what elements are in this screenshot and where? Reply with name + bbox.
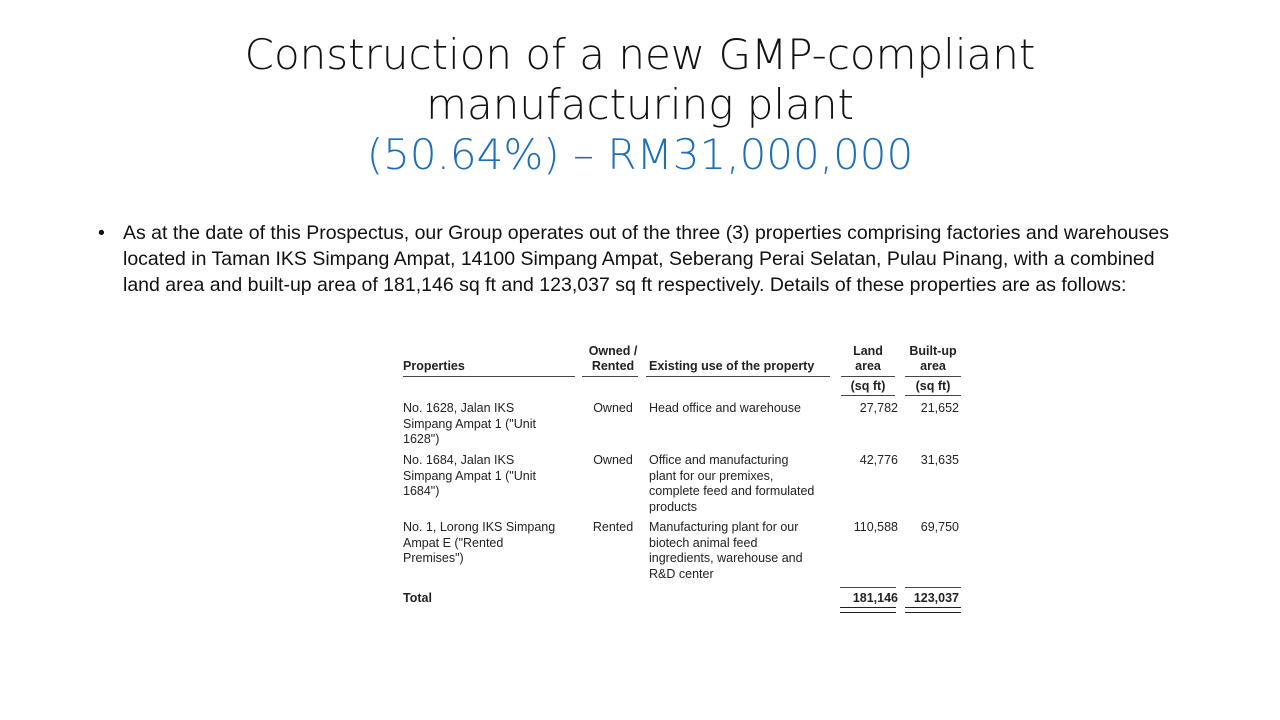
- title-amount: (50.64%) – RM31,000,000: [366, 130, 914, 179]
- header-land-line1: Land: [853, 344, 883, 358]
- total-double-rule-land: [840, 607, 896, 613]
- total-label: Total: [403, 591, 432, 605]
- header-rule-owned: [582, 376, 638, 377]
- slide-title: Construction of a new GMP-compliant manu…: [140, 30, 1140, 180]
- row3-property-line2: Ampat E ("Rented: [403, 535, 504, 550]
- unit-rule-built: [905, 395, 961, 396]
- total-double-rule-built: [905, 607, 961, 613]
- row2-land-area: 42,776: [859, 453, 898, 467]
- row3-use-line3: ingredients, warehouse and: [649, 551, 803, 565]
- header-built-unit: (sq ft): [915, 379, 951, 393]
- header-owned-line2: Rented: [591, 359, 635, 373]
- header-land-unit: (sq ft): [850, 379, 886, 393]
- properties-table: Properties Owned / Rented Existing use o…: [400, 342, 965, 614]
- row2-use-line4: products: [649, 499, 697, 514]
- row2-status: Owned: [593, 453, 633, 467]
- row3-builtup-area: 69,750: [920, 520, 959, 534]
- row3-use-line2: biotech animal feed: [649, 535, 758, 550]
- row1-property-line2: Simpang Ampat 1 ("Unit: [403, 416, 536, 431]
- row2-builtup-area: 31,635: [920, 453, 959, 467]
- row1-property-line3: 1628"): [403, 432, 440, 446]
- total-builtup-area: 123,037: [913, 591, 959, 605]
- row3-status: Rented: [592, 520, 634, 534]
- header-rule-built: [905, 376, 961, 377]
- bullet-text: As at the date of this Prospectus, our G…: [123, 222, 1169, 296]
- row2-use-line2: plant for our premixes,: [649, 468, 774, 483]
- row2-use-line1: Office and manufacturing: [649, 453, 789, 467]
- title-line-1: Construction of a new GMP-compliant: [244, 30, 1036, 79]
- total-top-rule-built: [905, 587, 961, 588]
- bullet-point: • As at the date of this Prospectus, our…: [98, 220, 1188, 298]
- row3-property-line3: Premises"): [403, 551, 464, 565]
- unit-rule-land: [841, 395, 895, 396]
- row2-property-line1: No. 1684, Jalan IKS: [403, 453, 515, 467]
- header-rule-land: [841, 376, 895, 377]
- row1-status: Owned: [593, 401, 633, 415]
- row1-land-area: 27,782: [859, 401, 898, 415]
- row1-property-line1: No. 1628, Jalan IKS: [403, 401, 515, 415]
- header-built-line2: area: [920, 359, 946, 373]
- header-owned-line1: Owned /: [588, 344, 638, 358]
- header-rule-use: [646, 376, 830, 377]
- header-built-line1: Built-up: [909, 344, 957, 358]
- row3-use-line1: Manufacturing plant for our: [649, 520, 799, 534]
- row2-property-line2: Simpang Ampat 1 ("Unit: [403, 468, 536, 483]
- header-properties: Properties: [403, 359, 465, 373]
- row3-use-line4: R&D center: [649, 566, 714, 581]
- header-rule-properties: [403, 376, 575, 377]
- title-line-2: manufacturing plant: [426, 80, 854, 129]
- row3-land-area: 110,588: [853, 520, 898, 534]
- row2-use-line3: complete feed and formulated: [649, 484, 815, 498]
- row2-property-line3: 1684"): [403, 484, 440, 498]
- total-top-rule-land: [840, 587, 896, 588]
- bullet-dot-icon: •: [98, 222, 105, 244]
- row1-use-line1: Head office and warehouse: [649, 401, 801, 415]
- header-existing-use: Existing use of the property: [649, 359, 815, 373]
- row1-builtup-area: 21,652: [920, 401, 959, 415]
- header-land-line2: area: [855, 359, 881, 373]
- total-land-area: 181,146: [852, 591, 898, 605]
- row3-property-line1: No. 1, Lorong IKS Simpang: [403, 520, 556, 534]
